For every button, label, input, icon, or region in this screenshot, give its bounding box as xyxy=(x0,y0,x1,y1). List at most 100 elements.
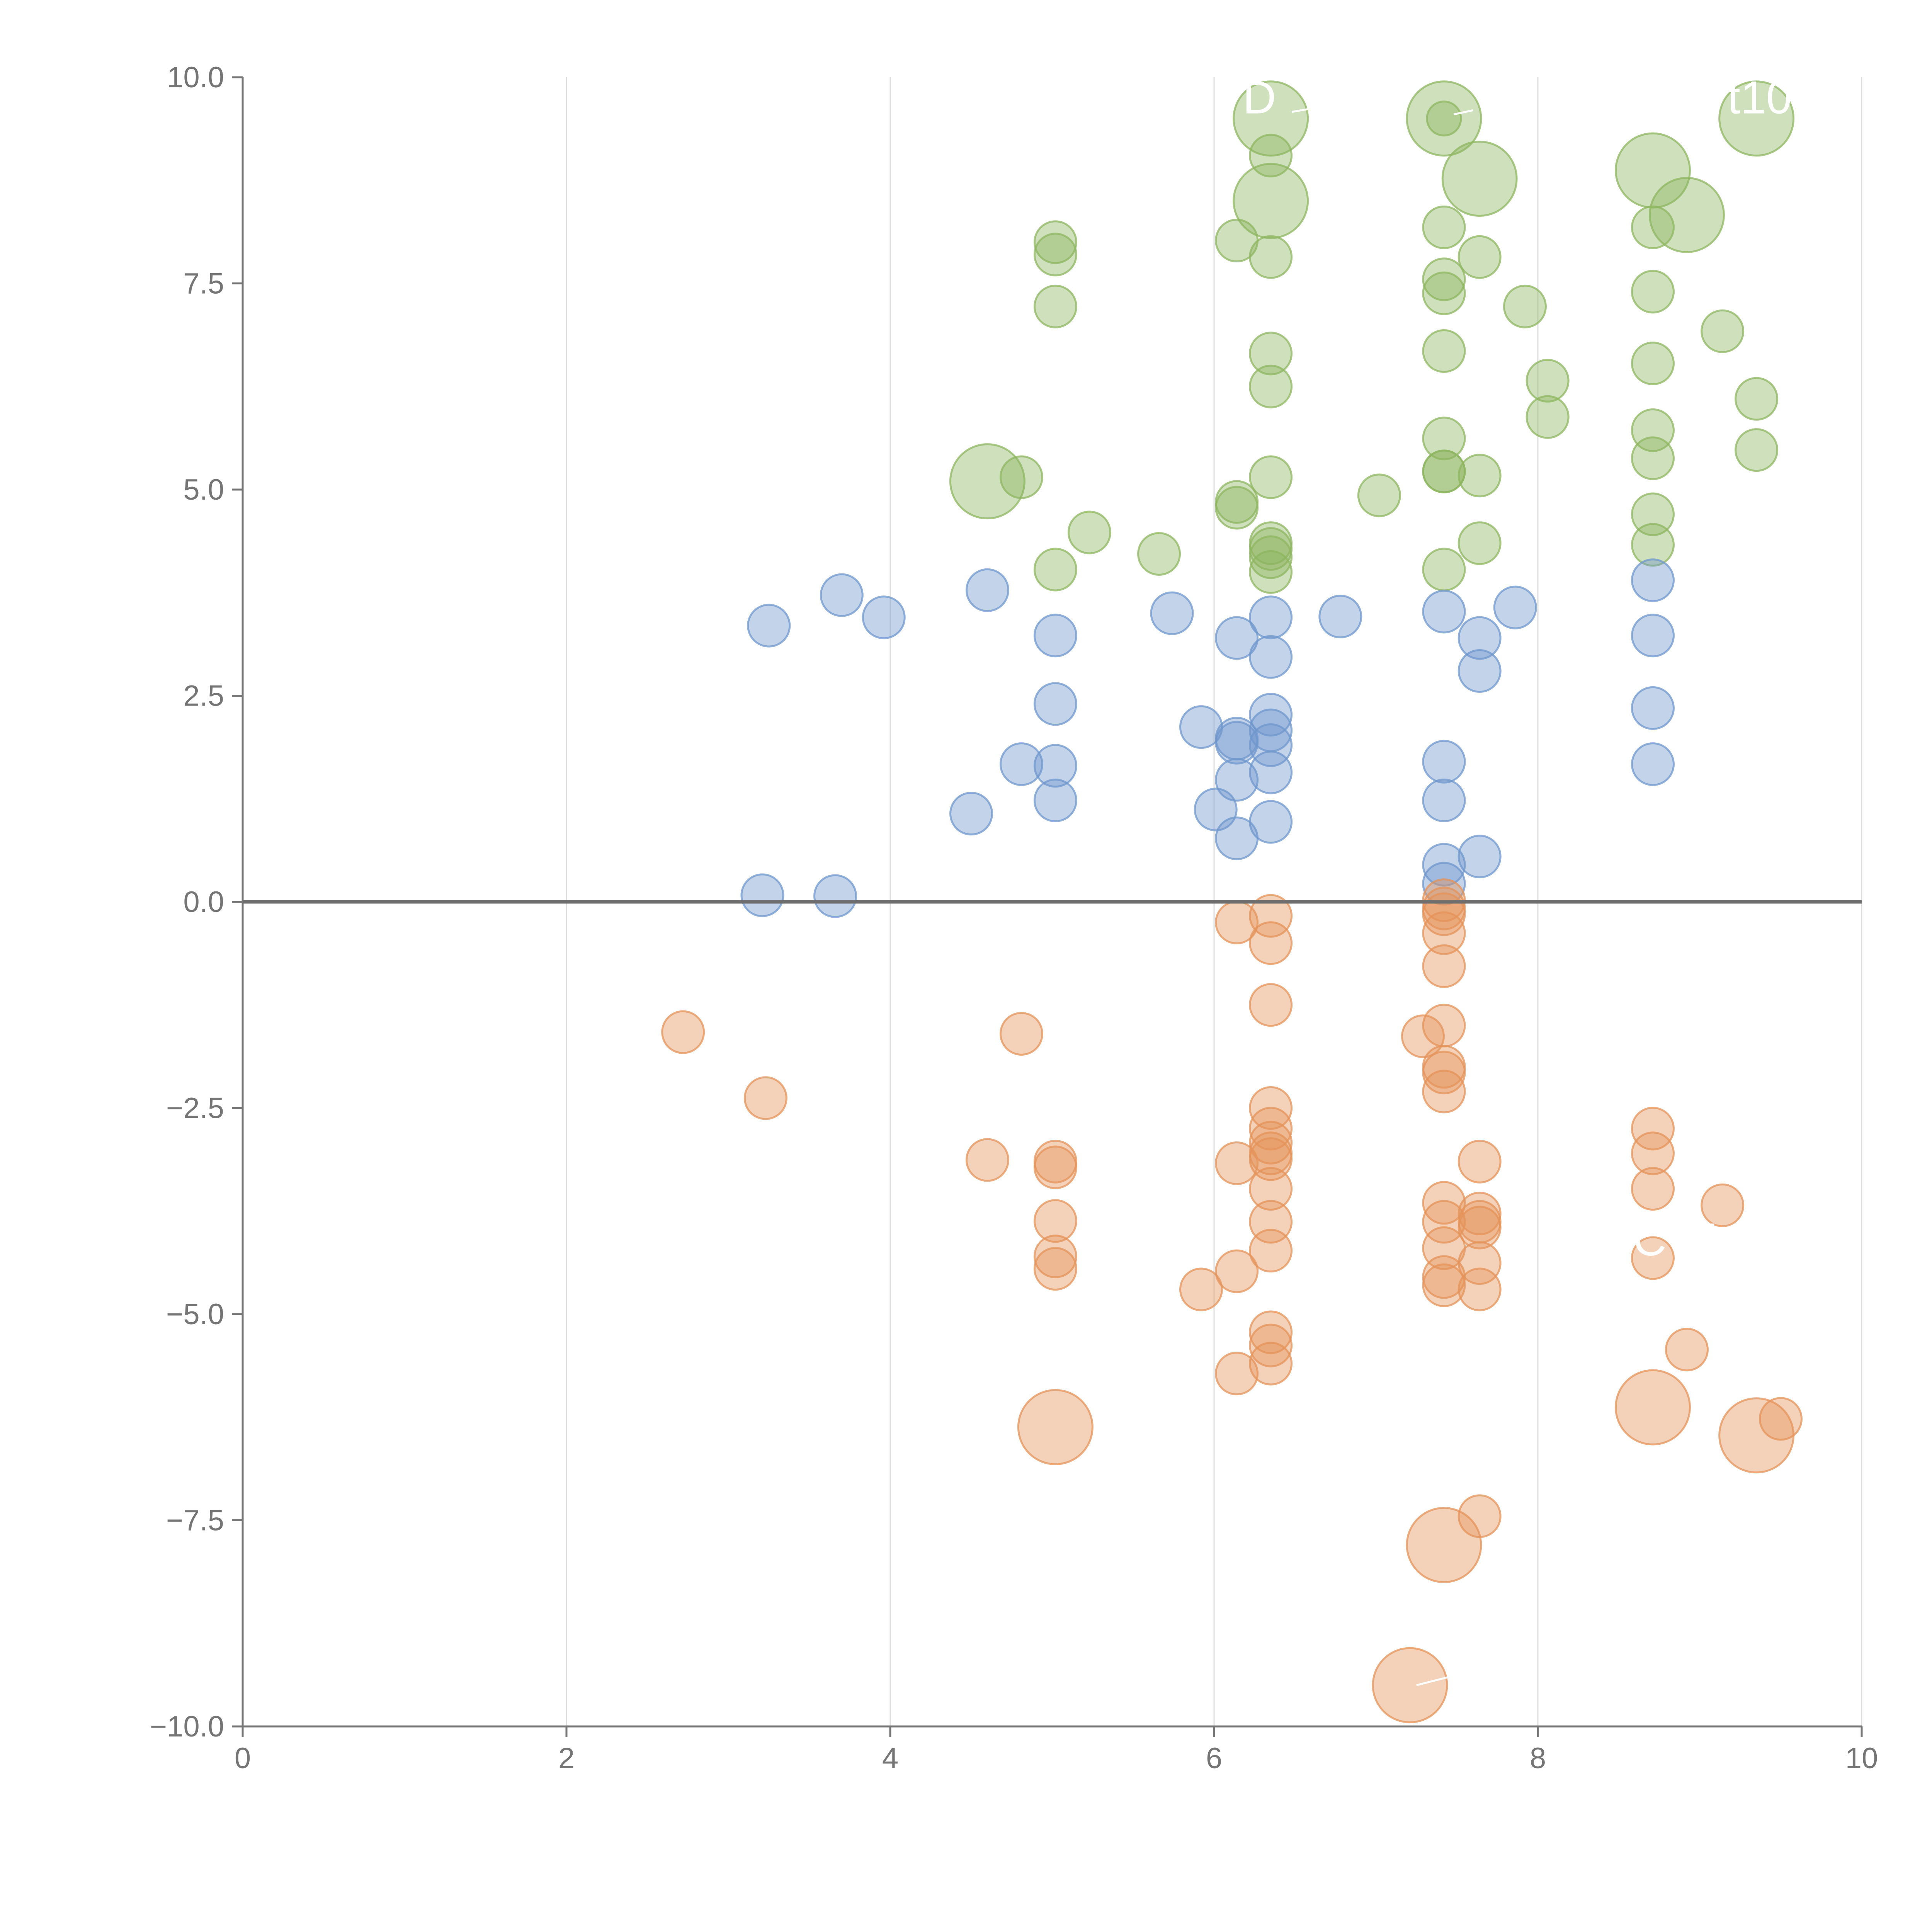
bubble-green xyxy=(1631,341,1675,385)
bubble-orange xyxy=(1458,1139,1502,1184)
axis-layer: 0 2 4 6 8 10 −10.0 −7.5 −5.0 −2.5 0.0 2.5 5.0 7.5 10.0 xyxy=(150,61,1878,1775)
bubble-green xyxy=(1033,548,1077,592)
bubble-blue xyxy=(1249,635,1293,679)
y-tick-label: −2.5 xyxy=(166,1092,224,1125)
bubble-blue xyxy=(1215,616,1259,660)
bubble-green xyxy=(1422,449,1466,493)
bubble-blue xyxy=(949,792,993,836)
bubble-green xyxy=(1233,163,1309,239)
bubble-orange xyxy=(1665,1328,1709,1372)
bubble-orange xyxy=(1631,1107,1675,1151)
bubble-green xyxy=(1249,364,1293,408)
bubble-green xyxy=(1631,205,1675,249)
bubble-blue xyxy=(747,604,791,648)
bubble-orange xyxy=(1249,1229,1293,1273)
bubble-green xyxy=(1458,454,1502,498)
y-tick-label: −10.0 xyxy=(150,1710,224,1743)
bubble-green xyxy=(1249,235,1293,279)
bubble-orange xyxy=(743,1076,787,1120)
bubble-orange xyxy=(1249,1323,1293,1367)
bubble-green xyxy=(1648,177,1725,253)
y-tick-label: 0.0 xyxy=(183,886,224,918)
bubble-blue xyxy=(1318,595,1362,639)
annotation-leader-line xyxy=(1453,109,1473,116)
annotation-label: T xyxy=(1569,513,1597,565)
bubble-green xyxy=(1357,473,1401,517)
bubble-orange xyxy=(1249,1167,1293,1211)
bubble-orange xyxy=(1759,1397,1803,1441)
bubble-green xyxy=(1614,132,1691,209)
bubble-orange xyxy=(1701,1183,1745,1227)
bubble-blue xyxy=(1458,616,1502,660)
bubble-blue xyxy=(1422,862,1466,906)
bubble-blue xyxy=(1631,686,1675,730)
annotation-label: t10 xyxy=(1728,71,1792,123)
y-tick-label: −7.5 xyxy=(166,1504,224,1537)
bubble-green xyxy=(1233,80,1309,157)
bubble-blue xyxy=(1458,835,1502,879)
x-tick-label: 8 xyxy=(1530,1742,1546,1775)
bubble-green xyxy=(1735,428,1779,472)
bubble-orange xyxy=(1249,1342,1293,1386)
bubble-blue xyxy=(965,568,1009,612)
bubble-orange xyxy=(661,1010,705,1054)
bubble-green xyxy=(1718,80,1795,157)
y-tick-label: 5.0 xyxy=(183,473,224,506)
bubble-orange xyxy=(1249,1107,1293,1151)
bubble-green xyxy=(1631,492,1675,536)
bubble-blue xyxy=(1631,558,1675,602)
bubble-orange xyxy=(1422,1263,1466,1307)
bubble-blue xyxy=(862,595,906,639)
bubble-green xyxy=(1458,235,1502,279)
bubble-orange xyxy=(1033,1247,1077,1291)
bubble-green xyxy=(1215,486,1259,530)
bubble-green xyxy=(1033,233,1077,277)
bubble-green xyxy=(1249,550,1293,594)
bubble-orange xyxy=(1215,1249,1259,1293)
x-tick-label: 6 xyxy=(1206,1742,1222,1775)
x-tick-label: 4 xyxy=(882,1742,898,1775)
bubble-orange xyxy=(1631,1236,1675,1280)
bubble-blue xyxy=(1249,723,1293,767)
bubble-blue xyxy=(1150,591,1194,635)
bubble-green xyxy=(1631,436,1675,480)
bubble-blue xyxy=(740,873,784,917)
y-tick-label: 10.0 xyxy=(167,61,224,94)
bubble-blue xyxy=(1631,614,1675,658)
bubble-green xyxy=(1631,523,1675,567)
annotation-label: l xyxy=(1481,71,1492,123)
bubble-blue xyxy=(1458,649,1502,693)
bubble-orange xyxy=(1422,911,1466,955)
bubble-orange xyxy=(1422,1181,1466,1225)
bubble-orange xyxy=(1401,1014,1445,1058)
bubble-green xyxy=(1503,284,1547,328)
bubble-green xyxy=(1422,329,1466,373)
annotation-leader-line xyxy=(1416,1676,1449,1686)
x-tick-label: 10 xyxy=(1845,1742,1878,1775)
bubble-orange xyxy=(1249,1121,1293,1165)
bubble-blue xyxy=(1249,750,1293,794)
bubble-orange xyxy=(965,1138,1009,1182)
bubble-green xyxy=(1422,205,1466,249)
bubble-blue xyxy=(1493,585,1537,629)
bubble-green xyxy=(1422,548,1466,592)
bubble-green xyxy=(1701,309,1745,353)
bubble-orange xyxy=(1017,1389,1094,1465)
annotation-leader-line xyxy=(1291,107,1311,113)
bubble-orange xyxy=(1631,1131,1675,1175)
bubble-green xyxy=(1631,270,1675,314)
bubble-blue xyxy=(1215,758,1259,802)
bubble-orange xyxy=(1458,1267,1502,1311)
series-layer xyxy=(661,80,1803,1723)
bubble-green xyxy=(1422,271,1466,315)
bubble-green xyxy=(1458,521,1502,565)
bubble-orange xyxy=(999,1012,1043,1056)
bubble-orange xyxy=(1422,1051,1466,1095)
bubble-orange xyxy=(1631,1167,1675,1211)
bubble-blue xyxy=(1215,816,1259,861)
bubble-blue xyxy=(1033,682,1077,726)
bubble-blue xyxy=(1033,614,1077,658)
bubble-green xyxy=(1137,532,1181,576)
bubble-green xyxy=(1033,220,1077,264)
